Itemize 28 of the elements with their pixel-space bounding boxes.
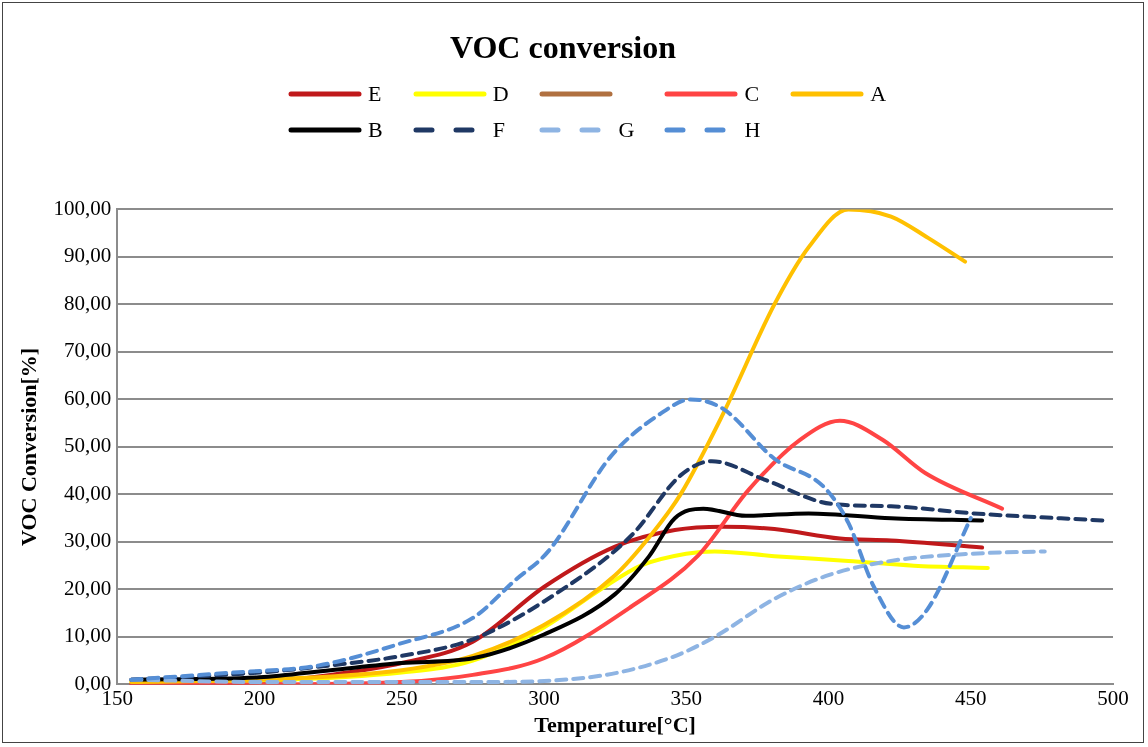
y-tick-label: 80,00: [63, 290, 112, 315]
y-tick-label: 100,00: [53, 195, 112, 220]
legend-label: F: [492, 117, 505, 143]
legend-label: A: [870, 81, 887, 107]
x-tick-label: 500: [1097, 685, 1129, 710]
legend-label: C: [744, 81, 760, 107]
y-tick-label: 60,00: [63, 385, 112, 410]
y-tick-label: 70,00: [63, 338, 112, 363]
chart-title: VOC conversion: [449, 29, 677, 66]
y-tick-label: 90,00: [63, 243, 112, 268]
x-axis-title: Temperature[°C]: [534, 712, 696, 738]
y-tick-label: 10,00: [63, 623, 112, 648]
x-tick-label: 400: [812, 685, 845, 710]
x-tick-label: 200: [243, 685, 276, 710]
x-tick-label: 450: [954, 685, 987, 710]
x-tick-label: 300: [528, 685, 560, 710]
y-tick-label: 40,00: [63, 480, 112, 505]
legend-label: D: [492, 81, 509, 107]
x-tick-label: 350: [670, 685, 702, 710]
x-tick-label: 250: [385, 685, 418, 710]
legend-label: G: [618, 117, 635, 143]
legend-label: B: [368, 117, 383, 143]
legend-label: E: [368, 81, 382, 107]
y-tick-label: 30,00: [63, 528, 112, 553]
y-axis-title: VOC Conversion[%]: [15, 347, 41, 546]
y-tick-label: 20,00: [63, 575, 112, 600]
y-tick-label: 50,00: [63, 433, 112, 458]
legend-label: H: [744, 117, 761, 143]
